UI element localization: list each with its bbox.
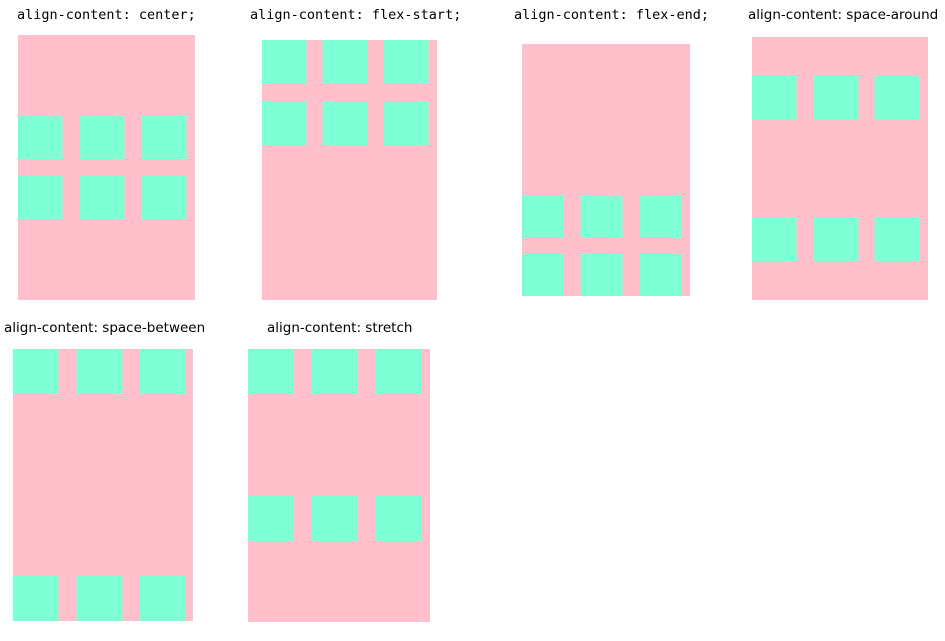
demo-label-stretch: align-content: stretch: [267, 320, 413, 336]
flex-item: [77, 349, 123, 394]
flex-container-flex-end: [522, 44, 690, 296]
flex-item: [522, 254, 564, 296]
flex-item: [312, 349, 358, 394]
flex-item: [323, 40, 368, 84]
flex-container-flex-start: [262, 40, 437, 300]
flex-item: [18, 176, 63, 220]
flex-item: [18, 115, 63, 159]
flex-item: [142, 176, 187, 220]
flex-item: [80, 176, 125, 220]
flex-item: [376, 349, 422, 394]
flex-item: [77, 576, 123, 621]
flex-item: [640, 195, 682, 238]
flex-item: [384, 40, 429, 84]
flex-item: [814, 76, 859, 120]
flex-container-space-around: [752, 37, 928, 300]
flex-item: [875, 76, 920, 120]
flex-item: [312, 496, 358, 541]
demo-label-center: align-content: center;: [17, 7, 196, 23]
flex-item: [376, 496, 422, 541]
demo-label-space-around: align-content: space-around: [748, 7, 939, 23]
flex-item: [752, 76, 797, 120]
flex-item: [323, 101, 368, 145]
flex-item: [140, 576, 186, 621]
flex-item: [262, 101, 307, 145]
flex-item: [384, 101, 429, 145]
flex-container-space-between: [13, 349, 193, 621]
flex-item: [262, 40, 307, 84]
flex-container-center: [18, 35, 195, 300]
flex-item: [13, 349, 59, 394]
demo-label-flex-start: align-content: flex-start;: [250, 7, 462, 23]
flex-item: [814, 217, 859, 261]
flex-item: [581, 254, 623, 296]
flex-container-stretch: [248, 349, 430, 622]
flex-item: [140, 349, 186, 394]
flex-item: [248, 496, 294, 541]
flex-item: [581, 195, 623, 238]
demo-label-space-between: align-content: space-between: [4, 320, 206, 336]
flex-item: [752, 217, 797, 261]
flex-item: [522, 195, 564, 238]
flex-item: [13, 576, 59, 621]
demo-label-flex-end: align-content: flex-end;: [514, 7, 710, 23]
flex-item: [80, 115, 125, 159]
flex-item: [248, 349, 294, 394]
flex-item: [875, 217, 920, 261]
flex-item: [640, 254, 682, 296]
flex-item: [142, 115, 187, 159]
